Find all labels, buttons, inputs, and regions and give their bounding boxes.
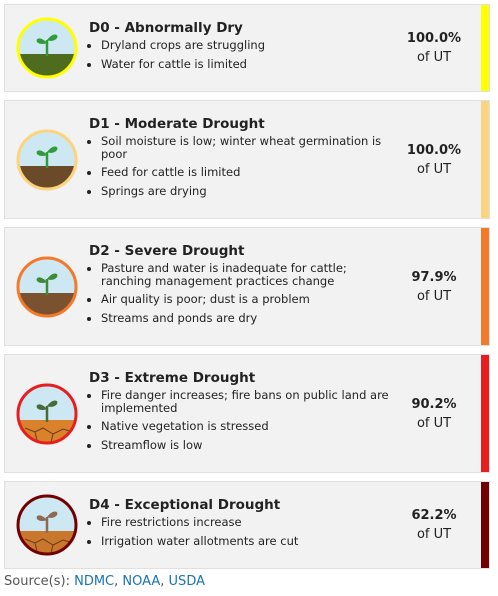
leaf — [47, 34, 58, 41]
leaf — [47, 146, 58, 153]
leaf — [47, 400, 58, 407]
bullet: Streams and ponds are dry — [101, 311, 389, 325]
ground — [18, 165, 76, 189]
level-bar — [481, 228, 489, 345]
card-title: D0 - Abnormally Dry — [89, 20, 243, 36]
scene — [18, 292, 76, 316]
drought-card: D2 - Severe Drought Pasture and water is … — [4, 227, 490, 346]
bullet-list: Dryland crops are struggling Water for ca… — [89, 39, 389, 70]
percent-unit: of UT — [416, 527, 452, 542]
source-link[interactable]: NOAA — [122, 574, 161, 589]
source-label: Source(s): — [4, 574, 70, 589]
ground — [18, 419, 76, 443]
percent-box: 100.0% of UT — [389, 143, 489, 177]
source-line: Source(s): NDMC, NOAA, USDA — [4, 574, 205, 589]
bullet: Soil moisture is low; winter wheat germi… — [101, 135, 389, 160]
percent-unit: of UT — [416, 50, 452, 65]
percent-box: 100.0% of UT — [389, 31, 489, 65]
card-content: D2 - Severe Drought Pasture and water is … — [89, 243, 389, 330]
drought-card: D1 - Moderate Drought Soil moisture is lo… — [4, 100, 490, 219]
drought-icon — [16, 383, 78, 444]
card-title: D2 - Severe Drought — [89, 243, 245, 259]
leaf — [36, 38, 47, 44]
card-title: D1 - Moderate Drought — [89, 116, 265, 132]
cracks — [24, 538, 74, 554]
ground — [18, 531, 76, 554]
drought-icon — [16, 17, 78, 79]
bullet: Air quality is poor; dust is a problem — [101, 293, 389, 306]
card-content: D4 - Exceptional Drought Fire restriction… — [89, 497, 389, 553]
percent-box: 90.2% of UT — [389, 397, 489, 431]
ground — [18, 292, 76, 316]
source-link[interactable]: USDA — [168, 574, 205, 589]
icon-ring — [16, 256, 78, 317]
icon-ring — [16, 383, 78, 444]
drought-card: D0 - Abnormally Dry Dryland crops are str… — [4, 4, 490, 92]
card-content: D1 - Moderate Drought Soil moisture is lo… — [89, 116, 389, 203]
bullet-list: Fire restrictions increase Irrigation wat… — [89, 516, 389, 547]
leaf — [36, 515, 47, 521]
leaf — [36, 149, 47, 156]
level-bar — [481, 482, 489, 568]
percent: 100.0% — [406, 142, 462, 158]
bullet: Fire restrictions increase — [101, 516, 389, 529]
ground — [18, 54, 76, 77]
bullet: Water for cattle is limited — [101, 57, 389, 71]
bullet: Feed for cattle is limited — [101, 166, 389, 179]
bullet-list: Fire danger increases; fire bans on publ… — [89, 389, 389, 451]
drought-card: D3 - Extreme Drought Fire danger increase… — [4, 354, 490, 473]
percent: 62.2% — [411, 508, 457, 523]
card-title: D4 - Exceptional Drought — [89, 497, 281, 513]
bullet: Dryland crops are struggling — [101, 39, 389, 52]
level-bar — [481, 355, 489, 472]
separator: , — [160, 574, 169, 589]
leaf — [47, 511, 58, 518]
level-bar — [481, 5, 489, 91]
icon-ring — [16, 129, 78, 190]
icon-ring — [16, 17, 78, 79]
drought-icon — [16, 129, 78, 190]
drought-list: D0 - Abnormally Dry Dryland crops are str… — [4, 4, 490, 577]
drought-icon — [16, 494, 78, 556]
scene — [18, 54, 76, 77]
bullet: Pasture and water is inadequate for catt… — [101, 262, 389, 287]
bullet: Streamflow is low — [101, 438, 389, 452]
scene — [18, 531, 76, 554]
leaf — [36, 276, 47, 283]
drought-card: D4 - Exceptional Drought Fire restriction… — [4, 481, 490, 569]
bullet: Springs are drying — [101, 184, 389, 198]
drought-icon — [16, 256, 78, 317]
percent-box: 62.2% of UT — [389, 508, 489, 542]
percent: 100.0% — [406, 31, 462, 46]
percent-unit: of UT — [416, 415, 452, 431]
level-bar — [481, 101, 489, 218]
percent: 90.2% — [411, 396, 457, 412]
bullet: Fire danger increases; fire bans on publ… — [101, 389, 389, 414]
percent-unit: of UT — [416, 161, 452, 177]
percent: 97.9% — [411, 269, 457, 285]
card-content: D0 - Abnormally Dry Dryland crops are str… — [89, 20, 389, 76]
leaf — [36, 403, 47, 410]
bullet-list: Soil moisture is low; winter wheat germi… — [89, 135, 389, 197]
percent-box: 97.9% of UT — [389, 270, 489, 304]
percent-unit: of UT — [416, 288, 452, 304]
leaf — [47, 273, 58, 280]
bullet: Irrigation water allotments are cut — [101, 534, 389, 548]
scene — [18, 419, 76, 443]
cracks — [24, 426, 74, 442]
separator: , — [114, 574, 123, 589]
source-link[interactable]: NDMC — [74, 574, 115, 589]
card-content: D3 - Extreme Drought Fire danger increase… — [89, 370, 389, 457]
scene — [18, 165, 76, 189]
bullet-list: Pasture and water is inadequate for catt… — [89, 262, 389, 324]
icon-ring — [16, 494, 78, 556]
card-title: D3 - Extreme Drought — [89, 370, 256, 386]
bullet: Native vegetation is stressed — [101, 420, 389, 433]
